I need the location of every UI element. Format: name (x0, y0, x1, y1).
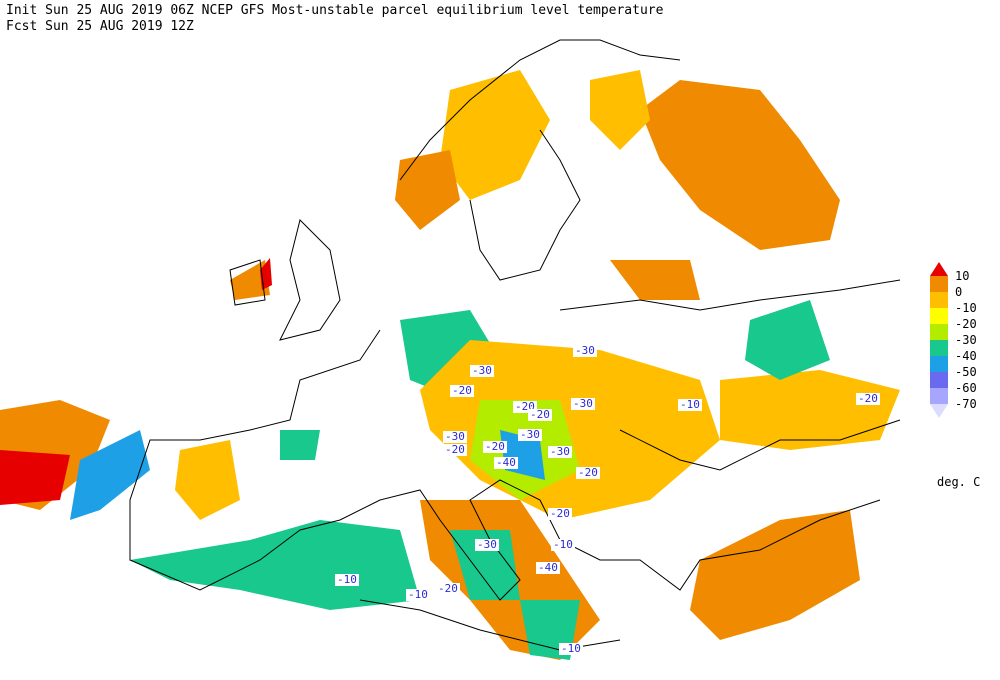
contour-label: -10 (680, 398, 700, 411)
contour-label: -20 (445, 443, 465, 456)
legend-swatch (930, 356, 948, 372)
contour-label: -20 (530, 408, 550, 421)
contour-label-bg (518, 429, 542, 441)
legend: 10 0 -10 -20 -30 -40 -50 -60 -70 (930, 262, 977, 418)
header-line: Fcst Sun 25 AUG 2019 12Z (6, 19, 194, 34)
legend-swatch (930, 308, 948, 324)
contour-label: -30 (550, 445, 570, 458)
contour-label-bg (406, 589, 430, 601)
contour-label-bg (548, 446, 572, 458)
legend-swatch (930, 262, 948, 276)
contour-label-bg (470, 365, 494, 377)
contour-label-bg (559, 643, 583, 655)
legend-swatch (930, 404, 948, 418)
contour-label-bg (443, 431, 467, 443)
contour-label-bg (856, 393, 880, 405)
contour-label: -40 (538, 561, 558, 574)
legend-label: 0 (955, 285, 962, 299)
legend-label: -50 (955, 365, 977, 379)
contour-label-bg (528, 409, 552, 421)
contour-label: -30 (445, 430, 465, 443)
contour-label: -40 (496, 456, 516, 469)
contour-label-bg (436, 583, 460, 595)
legend-label: -20 (955, 317, 977, 331)
legend-label: -60 (955, 381, 977, 395)
contour-label-bg (678, 399, 702, 411)
legend-label: -10 (955, 301, 977, 315)
contour-label: -10 (561, 642, 581, 655)
contour-label: -20 (438, 582, 458, 595)
legend-label: -70 (955, 397, 977, 411)
contour-label: -20 (550, 507, 570, 520)
legend-swatch (930, 324, 948, 340)
legend-swatch (930, 292, 948, 308)
contour-label: -30 (573, 397, 593, 410)
contour-label: -30 (477, 538, 497, 551)
contour-label-bg (571, 398, 595, 410)
contour-label: -10 (408, 588, 428, 601)
contour-label-bg (494, 457, 518, 469)
contour-label: -30 (472, 364, 492, 377)
contour-label: -20 (452, 384, 472, 397)
contour-label-bg (536, 562, 560, 574)
contour-label-bg (551, 539, 575, 551)
header-line: Init Sun 25 AUG 2019 06Z NCEP GFS Most-u… (6, 3, 664, 18)
shaded-fields (0, 70, 900, 660)
contour-label-bg (335, 574, 359, 586)
contour-label: -20 (485, 440, 505, 453)
contour-label-bg (483, 441, 507, 453)
legend-swatch (930, 340, 948, 356)
contour-label: -20 (578, 466, 598, 479)
contour-label: -10 (553, 538, 573, 551)
legend-unit: deg. C (937, 475, 980, 489)
contour-label: -30 (520, 428, 540, 441)
contour-label: -30 (575, 344, 595, 357)
legend-label: -40 (955, 349, 977, 363)
contour-label-bg (548, 508, 572, 520)
legend-swatch (930, 372, 948, 388)
contour-labels: -30-30-20-20 -30-20-30-20 -20-40-30-20-30-… (335, 344, 880, 655)
legend-swatch (930, 388, 948, 404)
contour-label-bg (450, 385, 474, 397)
legend-label: -30 (955, 333, 977, 347)
legend-swatch (930, 276, 948, 292)
contour-label-bg (443, 444, 467, 456)
contour-label: -20 (858, 392, 878, 405)
contour-label-bg (475, 539, 499, 551)
coastlines (129, 39, 901, 651)
contour-label: -10 (337, 573, 357, 586)
contour-label-bg (573, 345, 597, 357)
legend-label: 10 (955, 269, 969, 283)
contour-label-bg (576, 467, 600, 479)
